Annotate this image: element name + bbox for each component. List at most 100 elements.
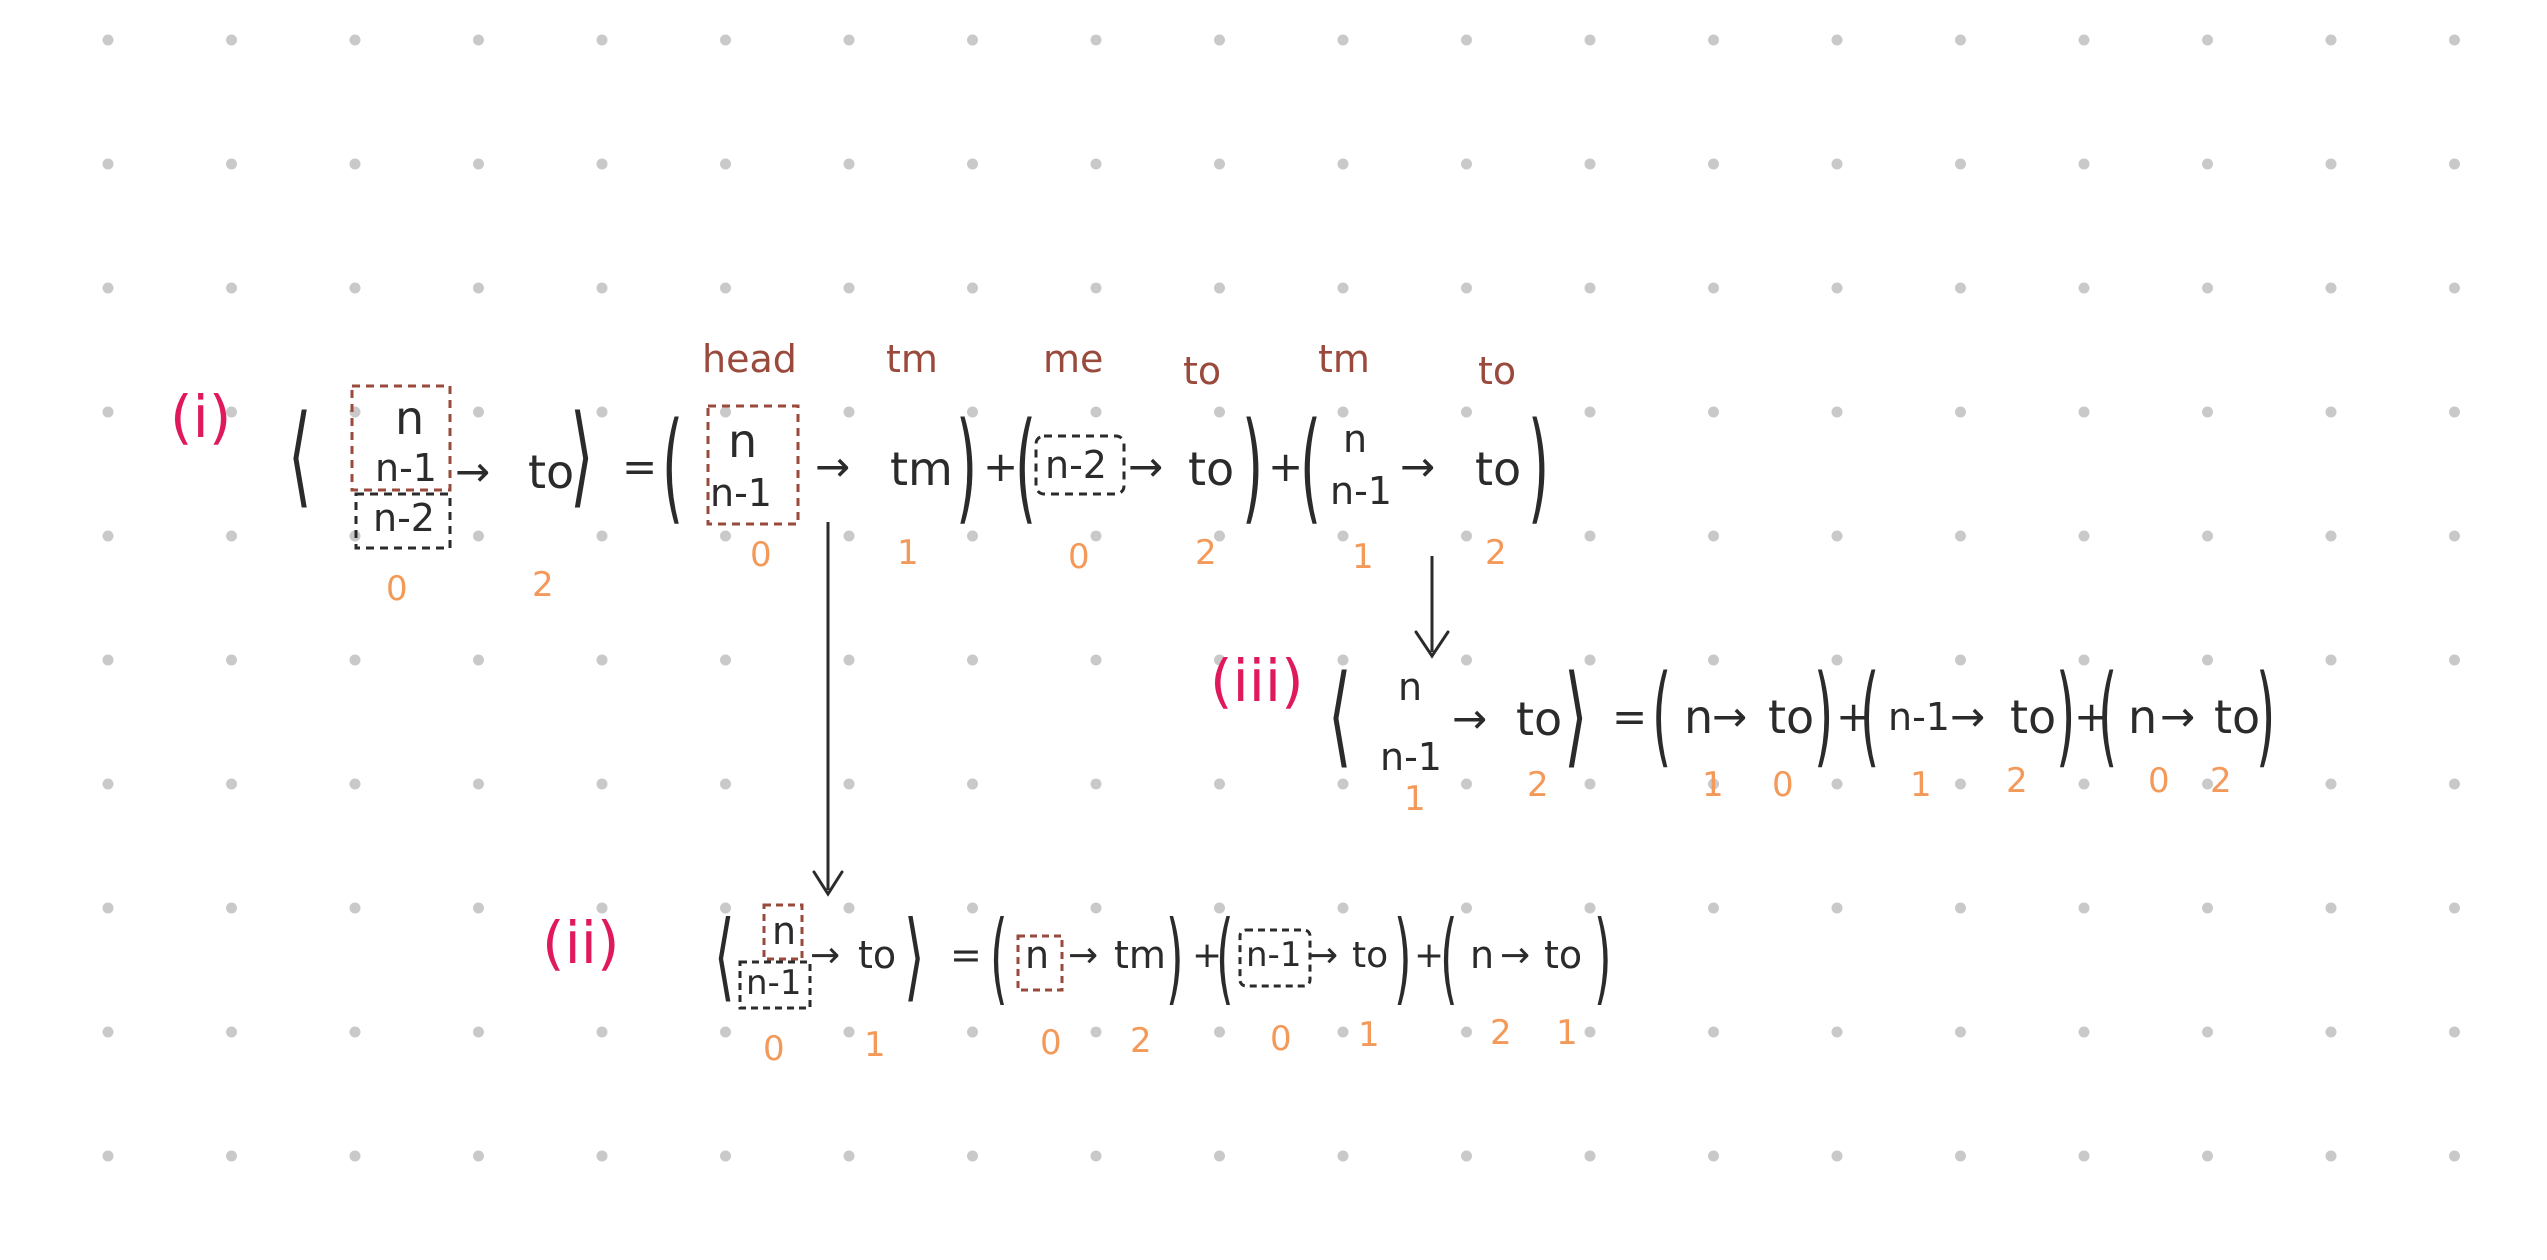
eq-i-term1-to-index: 1 [897,533,919,573]
grid-dot [1831,1150,1843,1162]
angle-bracket-close: ⟩ [570,391,594,519]
eq-i-term2-arrow: → [1128,442,1164,491]
grid-dot [102,1026,114,1038]
grid-dot [1090,530,1102,542]
eq-ii-term2-arrow: → [1308,935,1339,976]
grid-dot [2449,778,2460,790]
grid-dot [843,1026,855,1038]
eq-i-term1-from-index: 0 [750,535,772,575]
grid-dot [720,282,731,294]
eq-i-term3-to-index: 2 [1485,533,1507,573]
eq-iii-term3-disk: n [2128,690,2158,744]
connector-arrowhead-to-iii [1416,632,1448,656]
grid-dot [349,778,361,790]
eq-ii-equals: = [950,933,982,977]
eq-i-equals: = [622,442,658,491]
grid-dot [1708,654,1719,666]
grid-dot [226,778,237,790]
ii-term2-disk-box-black [1240,930,1310,986]
grid-dot [226,34,237,46]
eq-i-lhs-from-index: 0 [386,569,408,609]
paren-open: ( [1300,398,1322,537]
eq-i-lhs-disk-n: n [395,391,425,445]
grid-dot [1337,654,1349,666]
grid-dot [2449,1026,2460,1038]
eq-i-lhs-to-index: 2 [532,565,554,605]
ii-lhs-disk-box-black [740,962,810,1008]
grid-dot [2078,1150,2090,1162]
grid-dot [473,654,484,666]
grid-dot [2325,530,2337,542]
eq-i-term2-to-index: 2 [1195,533,1217,573]
eq-iii-lhs-target: to [1516,692,1563,746]
grid-dot [2202,1026,2213,1038]
grid-dot [1584,34,1596,46]
grid-dot [967,34,978,46]
grid-dot [967,778,978,790]
paren-close: ) [2056,651,2076,779]
grid-dot [596,1026,608,1038]
eq-i-term2-top-label: me [1043,337,1104,381]
grid-dot [967,530,978,542]
paren-open: ( [2098,651,2118,779]
eq-ii-term2-disk: n-1 [1246,935,1302,975]
grid-dot [1461,654,1472,666]
grid-dot [843,1150,855,1162]
eq-i-plus-2: + [1268,442,1304,491]
paren-open: ( [1216,899,1234,1016]
eq-i-term1-arrow: → [815,442,851,491]
eq-ii-term3-to-index: 1 [1556,1013,1578,1053]
grid-dot [1584,778,1596,790]
paren-open: ( [1652,651,1672,779]
grid-dot [967,1150,978,1162]
grid-dot [720,1026,731,1038]
grid-dot [1337,34,1349,46]
paren-close: ) [1394,899,1412,1016]
grid-dot [596,778,608,790]
angle-bracket-close: ⟩ [904,900,925,1012]
grid-dot [596,158,608,170]
grid-dot [720,158,731,170]
grid-dot [1584,654,1596,666]
grid-dot [1955,530,1966,542]
term2-disk-box-black [1036,436,1124,494]
grid-dot [1708,530,1719,542]
grid-dot [1337,282,1349,294]
grid-dot [843,778,855,790]
eq-i-term2-target-label: to [1183,349,1222,393]
paren-close: ) [1242,398,1264,537]
grid-dot [2449,902,2460,914]
grid-dot [2202,158,2213,170]
grid-dot [1708,778,1719,790]
grid-dot [2078,34,2090,46]
eq-ii-plus-1: + [1192,935,1223,976]
grid-dot [349,1150,361,1162]
ii-lhs-disk-box-brown [764,905,802,959]
eq-iii-term2-to-index: 2 [2006,761,2028,801]
eq-i-lhs-arrow: → [455,447,491,496]
grid-dot [2202,34,2213,46]
grid-dot [349,654,361,666]
grid-dot [2078,778,2090,790]
eq-iii-term2-from-index: 1 [1910,765,1932,805]
grid-dot [1214,778,1225,790]
grid-dot [2325,1150,2337,1162]
grid-dot [2202,282,2213,294]
grid-dot [1214,902,1225,914]
grid-dot [1090,158,1102,170]
grid-dot [2202,406,2213,418]
grid-dot [1708,406,1719,418]
paren-open: ( [662,398,684,537]
grid-dot [1708,34,1719,46]
grid-dot [1461,34,1472,46]
eq-iii-term3-from-index: 0 [2148,761,2170,801]
eq-ii-term2-from-index: 0 [1270,1019,1292,1059]
grid-dot [1955,654,1966,666]
grid-dot [349,902,361,914]
grid-dot [843,530,855,542]
grid-dot [102,902,114,914]
grid-dot [1461,530,1472,542]
grid-dot [2325,158,2337,170]
grid-dot [1090,34,1102,46]
grid-dot [596,282,608,294]
